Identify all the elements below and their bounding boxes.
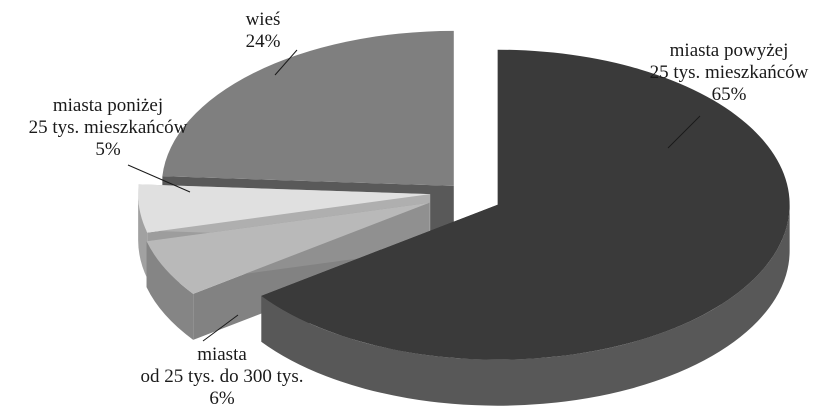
slice-1 <box>146 202 430 340</box>
slice-1-label-line-1: od 25 tys. do 300 tys. <box>140 366 303 387</box>
slice-3-label-line-0: wieś <box>246 9 281 30</box>
slice-2-top <box>138 184 431 233</box>
slice-2-rim-0 <box>138 194 148 279</box>
slice-3-top <box>162 30 454 186</box>
slice-0-label-line-0: miasta powyżej <box>670 40 789 61</box>
slice-1-label-line-0: miasta <box>197 344 247 365</box>
slice-0-rim-0 <box>261 204 790 406</box>
leader-line-1 <box>202 314 239 342</box>
slice-2-label-line-0: miasta poniżej <box>53 95 163 116</box>
slice-0-value-label: 65% <box>712 84 747 105</box>
leader-line-2 <box>127 164 191 193</box>
slice-0-label-line-1: 25 tys. mieszkańców <box>650 62 809 83</box>
leader-line-3 <box>274 49 298 76</box>
slice-2-label-line-1: 25 tys. mieszkańców <box>29 117 188 138</box>
leader-line-0 <box>667 115 701 149</box>
leader-lines <box>127 49 701 342</box>
slice-2-value-label: 5% <box>95 139 121 160</box>
slice-3-value-label: 24% <box>246 31 281 52</box>
slice-0-top <box>261 49 790 360</box>
pie-slices <box>138 30 790 406</box>
slice-1-rim-0 <box>146 241 194 340</box>
slice-0 <box>261 49 790 406</box>
slice-1-top <box>146 202 430 294</box>
slice-1-value-label: 6% <box>209 388 235 409</box>
